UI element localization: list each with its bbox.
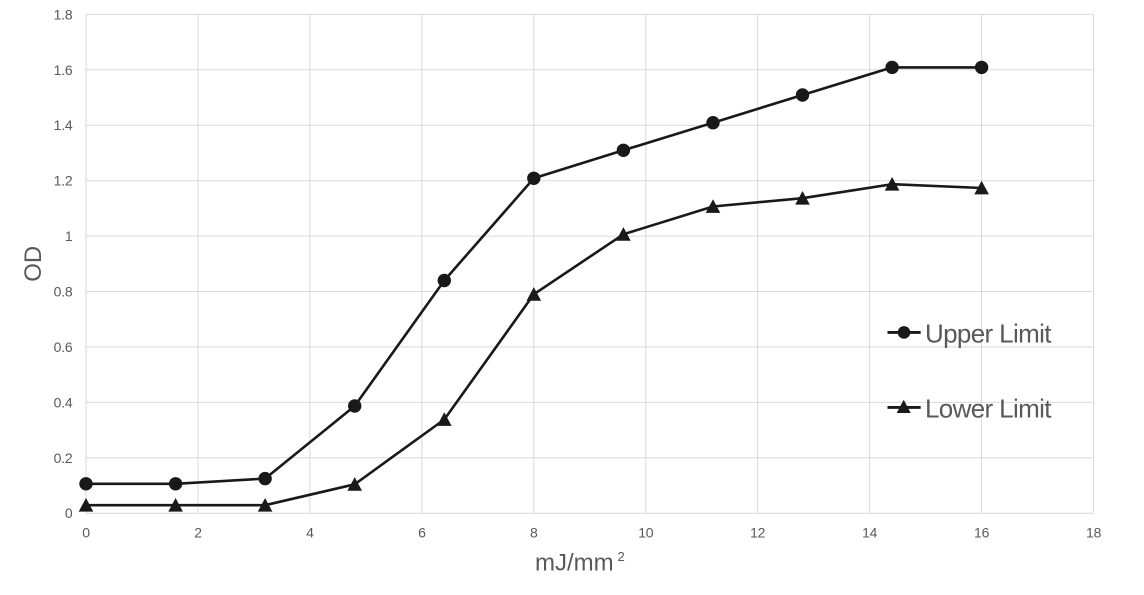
svg-text:18: 18 <box>1086 525 1102 541</box>
svg-text:14: 14 <box>862 525 878 541</box>
svg-text:4: 4 <box>306 525 314 541</box>
svg-text:1.8: 1.8 <box>54 6 73 22</box>
svg-text:0: 0 <box>65 505 73 521</box>
svg-text:12: 12 <box>750 525 766 541</box>
svg-text:1: 1 <box>65 228 73 244</box>
svg-text:1.2: 1.2 <box>54 173 73 189</box>
svg-text:2: 2 <box>194 525 202 541</box>
svg-text:6: 6 <box>418 525 426 541</box>
svg-text:OD: OD <box>20 246 47 282</box>
svg-text:0: 0 <box>82 525 90 541</box>
svg-text:1.4: 1.4 <box>54 117 73 133</box>
svg-text:2: 2 <box>618 549 625 564</box>
svg-text:Upper Limit: Upper Limit <box>925 318 1052 348</box>
svg-text:1.6: 1.6 <box>54 62 73 78</box>
svg-text:0.4: 0.4 <box>54 394 73 410</box>
svg-text:10: 10 <box>638 525 654 541</box>
svg-text:0.6: 0.6 <box>54 339 73 355</box>
svg-text:0.2: 0.2 <box>54 450 73 466</box>
svg-text:8: 8 <box>530 525 538 541</box>
svg-text:mJ/mm: mJ/mm <box>535 550 614 577</box>
svg-text:0.8: 0.8 <box>54 284 73 300</box>
svg-text:16: 16 <box>974 525 990 541</box>
svg-text:Lower Limit: Lower Limit <box>925 393 1052 423</box>
